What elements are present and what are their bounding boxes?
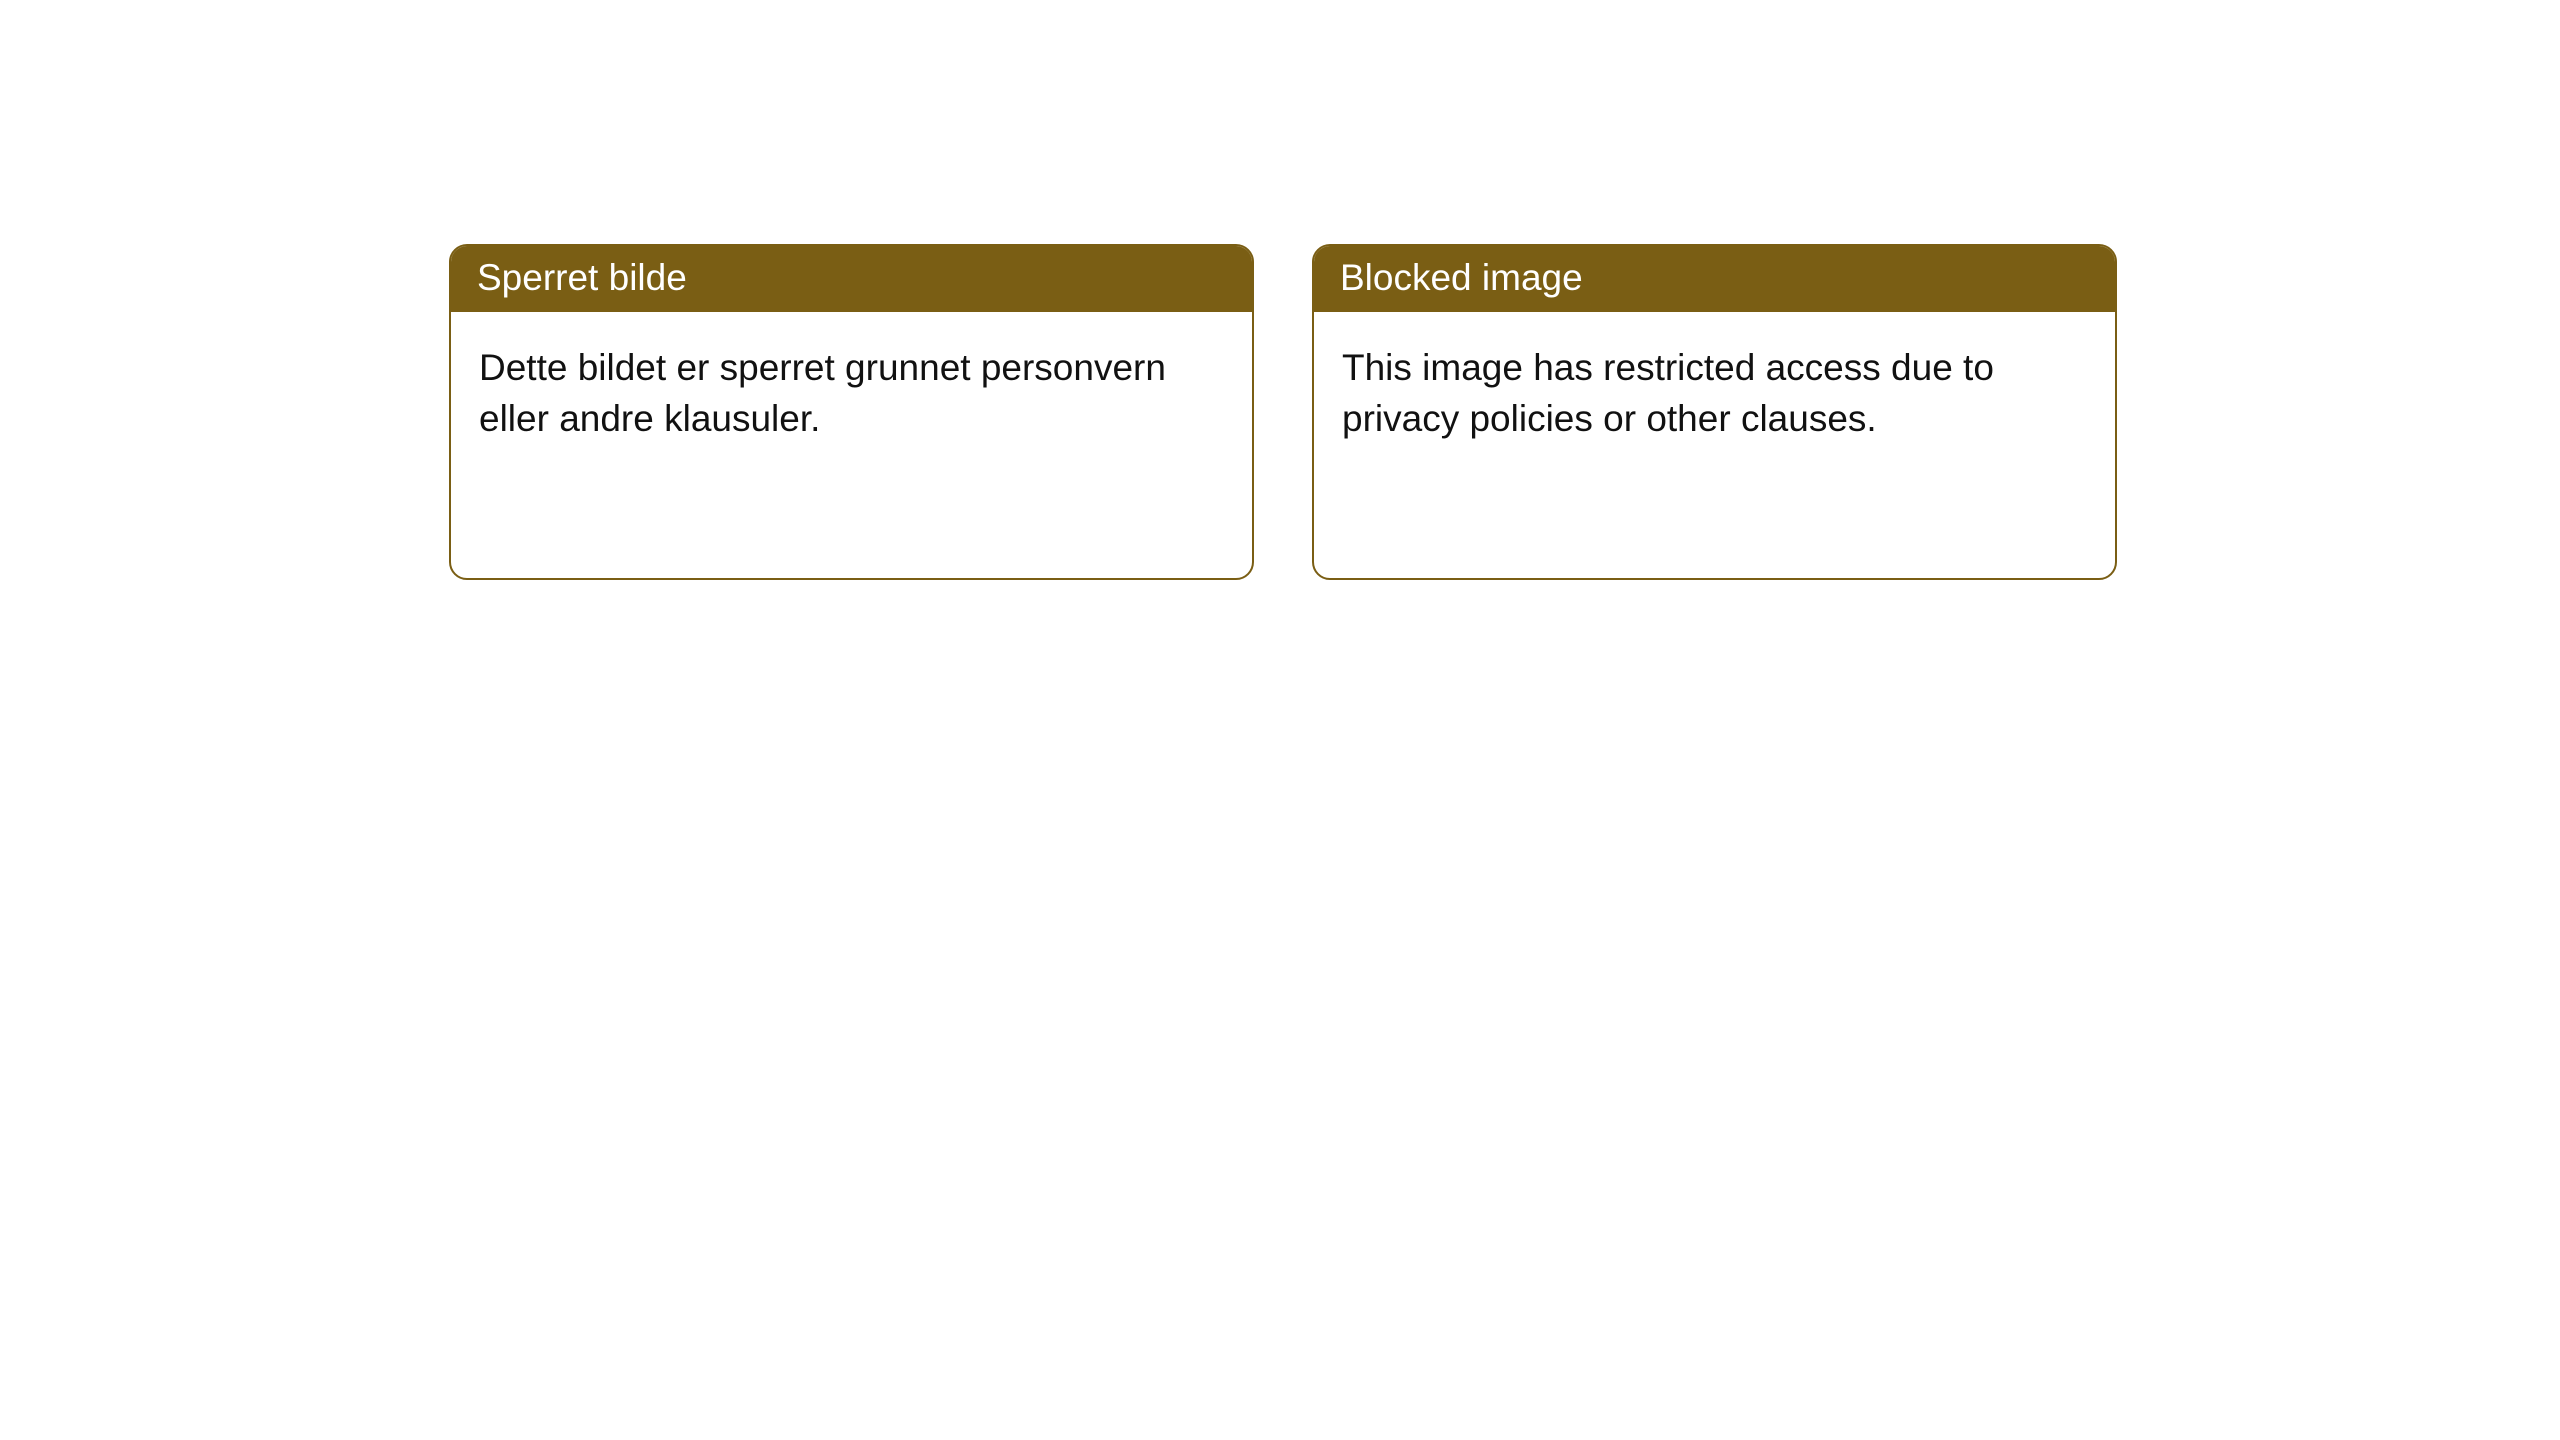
panel-title: Blocked image xyxy=(1314,246,2115,312)
notice-panel-container: Sperret bilde Dette bildet er sperret gr… xyxy=(0,0,2560,580)
panel-body: This image has restricted access due to … xyxy=(1314,312,2115,474)
panel-title: Sperret bilde xyxy=(451,246,1252,312)
notice-panel-english: Blocked image This image has restricted … xyxy=(1312,244,2117,580)
notice-panel-norwegian: Sperret bilde Dette bildet er sperret gr… xyxy=(449,244,1254,580)
panel-body: Dette bildet er sperret grunnet personve… xyxy=(451,312,1252,474)
